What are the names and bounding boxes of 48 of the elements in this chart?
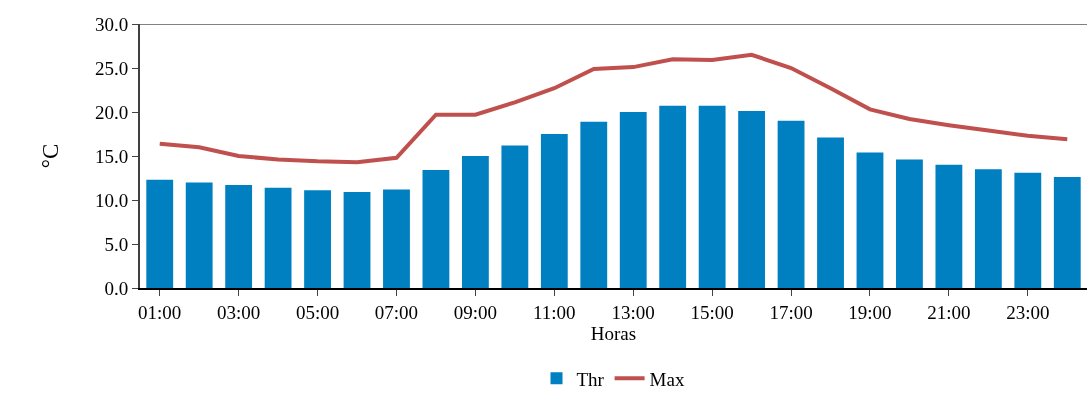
bar bbox=[856, 152, 884, 288]
bar bbox=[461, 156, 489, 288]
x-tick-label: 13:00 bbox=[611, 301, 655, 323]
x-axis-title: Horas bbox=[590, 322, 637, 344]
x-tick-label: 11:00 bbox=[533, 301, 576, 323]
bar bbox=[777, 120, 805, 288]
y-tick-label: 10.0 bbox=[94, 189, 129, 211]
bar bbox=[1053, 177, 1081, 288]
bar bbox=[935, 164, 963, 288]
bar bbox=[185, 182, 213, 288]
x-tick-label: 09:00 bbox=[453, 301, 498, 323]
y-axis-title: °C bbox=[37, 143, 63, 169]
line-series bbox=[157, 52, 1070, 165]
x-tick-label: 03:00 bbox=[217, 301, 261, 323]
bar bbox=[738, 111, 766, 288]
bar bbox=[974, 169, 1002, 288]
bar bbox=[422, 170, 450, 288]
bar bbox=[580, 121, 608, 288]
y-tick-label: 25.0 bbox=[94, 57, 129, 79]
bar bbox=[896, 159, 923, 288]
y-tick-label: 15.0 bbox=[94, 145, 129, 167]
legend-label: Max bbox=[649, 368, 685, 390]
x-tick-label: 15:00 bbox=[690, 301, 734, 323]
x-tick-label: 23:00 bbox=[1006, 301, 1050, 323]
bar bbox=[146, 179, 174, 288]
bar bbox=[698, 105, 726, 288]
bar bbox=[343, 192, 371, 288]
y-tick-label: 5.0 bbox=[104, 233, 129, 255]
y-tick-label: 0.0 bbox=[104, 277, 129, 299]
bar bbox=[817, 137, 844, 288]
bar bbox=[540, 134, 568, 288]
x-tick-label: 07:00 bbox=[374, 301, 419, 323]
bar bbox=[1014, 172, 1042, 288]
bar bbox=[225, 185, 253, 288]
x-tick-label: 21:00 bbox=[927, 301, 971, 323]
bar bbox=[619, 112, 647, 288]
bar bbox=[264, 187, 292, 288]
bar bbox=[304, 190, 331, 288]
x-tick-label: 05:00 bbox=[295, 301, 340, 323]
x-tick-label: 01:00 bbox=[138, 301, 182, 323]
y-tick-label: 30.0 bbox=[94, 13, 129, 35]
bar bbox=[383, 189, 410, 288]
bar bbox=[659, 105, 687, 288]
bar bbox=[501, 145, 529, 288]
y-tick-label: 20.0 bbox=[94, 101, 129, 123]
x-tick-label: 17:00 bbox=[769, 301, 813, 323]
legend-label: Thr bbox=[576, 368, 605, 390]
x-tick-label: 19:00 bbox=[848, 301, 892, 323]
